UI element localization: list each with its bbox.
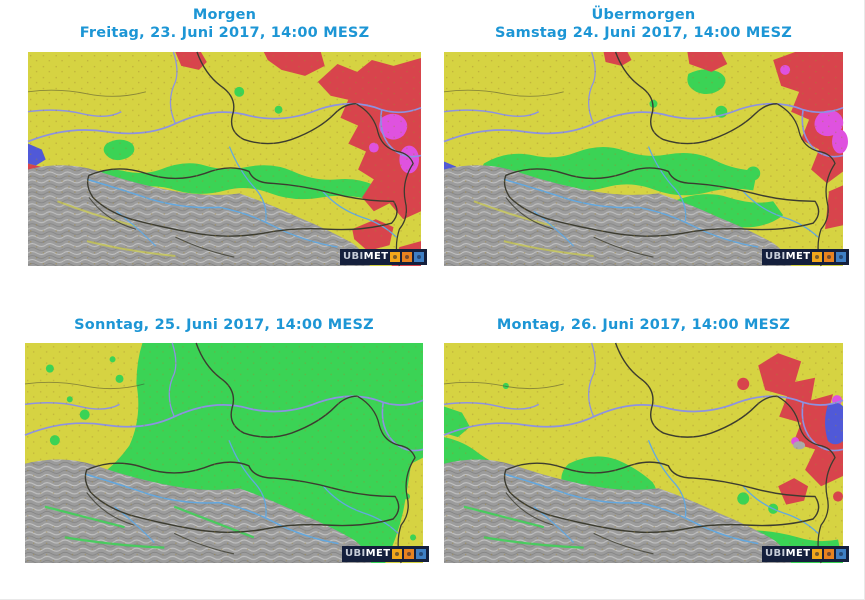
panel-title-freitag: Morgen Freitag, 23. Juni 2017, 14:00 MES…	[28, 6, 421, 42]
logo-weather-icon-2	[404, 549, 415, 559]
title-date-label: Montag, 26. Juni 2017, 14:00 MESZ	[496, 317, 791, 333]
logo-weather-icon-3	[836, 549, 847, 559]
logo-text-met: MET	[363, 251, 389, 262]
panel-title-montag: Montag, 26. Juni 2017, 14:00 MESZ	[444, 316, 843, 334]
logo-text-ubi: UBI	[765, 251, 786, 262]
title-day-label: Morgen	[192, 7, 257, 23]
logo-text-ubi: UBI	[765, 548, 786, 559]
weather-map-montag	[443, 342, 844, 564]
title-date-label: Samstag 24. Juni 2017, 14:00 MESZ	[495, 25, 792, 41]
ubimet-logo: UBIMET	[762, 249, 850, 265]
logo-text-met: MET	[365, 548, 391, 559]
panel-title-sonntag: Sonntag, 25. Juni 2017, 14:00 MESZ	[25, 316, 423, 334]
ubimet-logo: UBIMET	[762, 546, 850, 562]
ubimet-logo: UBIMET	[340, 249, 428, 265]
logo-text-met: MET	[785, 548, 811, 559]
logo-weather-icon-2	[824, 549, 835, 559]
ubimet-logo: UBIMET	[342, 546, 430, 562]
logo-weather-icon-1	[812, 252, 823, 262]
weather-map-sonntag	[24, 342, 424, 564]
logo-weather-icon-1	[392, 549, 403, 559]
logo-weather-icon-1	[812, 549, 823, 559]
logo-weather-icon-2	[402, 252, 413, 262]
title-date-label: Freitag, 23. Juni 2017, 14:00 MESZ	[79, 25, 370, 41]
logo-weather-icon-2	[824, 252, 835, 262]
title-day-label: Übermorgen	[591, 7, 696, 23]
logo-weather-icon-3	[836, 252, 847, 262]
logo-text-ubi: UBI	[343, 251, 364, 262]
weather-map-samstag	[443, 51, 848, 267]
logo-weather-icon-3	[414, 252, 425, 262]
panel-title-samstag: Übermorgen Samstag 24. Juni 2017, 14:00 …	[444, 6, 843, 42]
weather-map-freitag	[27, 51, 422, 267]
logo-text-ubi: UBI	[345, 548, 366, 559]
logo-text-met: MET	[785, 251, 811, 262]
title-date-label: Sonntag, 25. Juni 2017, 14:00 MESZ	[74, 317, 374, 333]
logo-weather-icon-3	[416, 549, 427, 559]
logo-weather-icon-1	[390, 252, 401, 262]
